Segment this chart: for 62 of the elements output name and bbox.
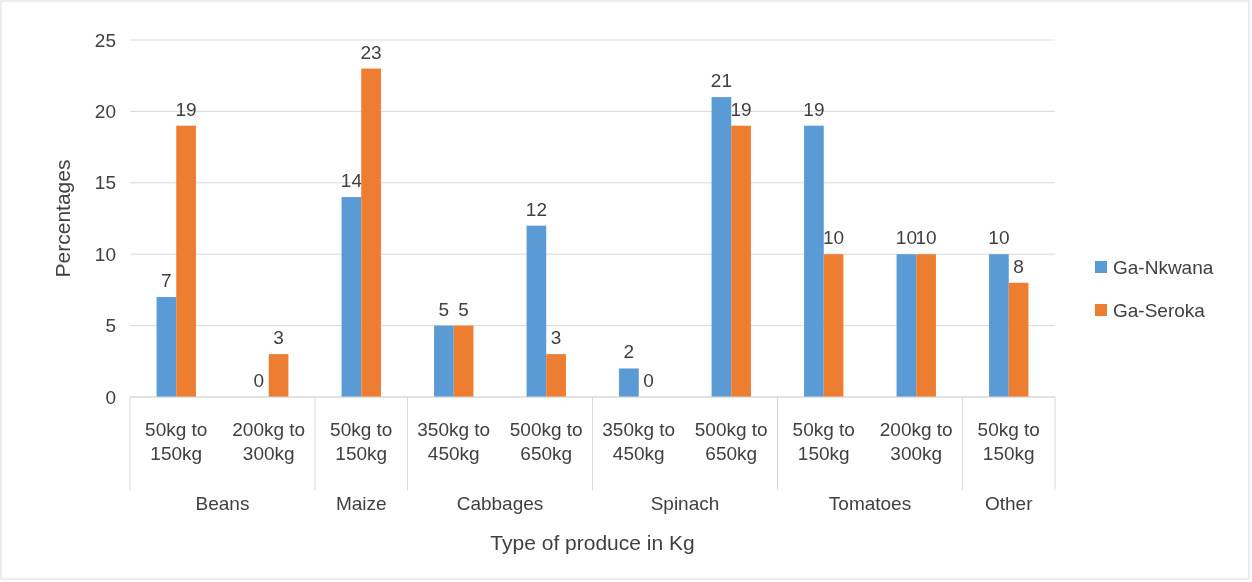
bar [1008, 282, 1029, 397]
bar [619, 368, 639, 397]
y-axis-title: Percentages [51, 159, 74, 278]
legend-label: Ga-Nkwana [1113, 257, 1214, 278]
bar [156, 297, 177, 397]
bar [268, 354, 289, 397]
bar [453, 325, 474, 397]
x-tick-label: 350kg to 450kg [602, 419, 676, 464]
x-tick-label: 500kg to 650kg [509, 419, 583, 464]
bar [546, 354, 566, 397]
data-label: 7 [161, 270, 172, 292]
data-label: 0 [253, 370, 265, 391]
y-tick-label: 10 [94, 243, 116, 265]
data-label: 23 [360, 41, 382, 63]
bar [731, 125, 751, 397]
data-label: 19 [803, 98, 825, 120]
data-label: 3 [550, 327, 562, 349]
bar [361, 68, 381, 397]
legend-label: Ga-Seroka [1113, 300, 1206, 321]
y-tick-label: 0 [105, 386, 116, 408]
bar [341, 197, 362, 397]
x-tick-label: 500kg to 650kg [694, 419, 768, 464]
data-label: 12 [525, 198, 547, 220]
x-tick-label: 50kg to 150kg [145, 419, 208, 464]
bar [823, 254, 844, 397]
y-tick-label: 5 [105, 315, 116, 337]
x-tick-label: 200kg to 300kg [232, 419, 306, 464]
bar [989, 254, 1009, 397]
x-tick-label: 50kg to 150kg [792, 419, 855, 464]
data-label: 3 [273, 327, 284, 349]
bar [434, 325, 454, 397]
data-label: 19 [175, 98, 197, 120]
bar [526, 225, 547, 397]
data-label: 2 [623, 341, 635, 363]
text: Spinach [650, 493, 720, 514]
data-label: 8 [1013, 255, 1024, 277]
text: Maize [335, 493, 387, 514]
bar [896, 254, 917, 397]
data-label: 19 [730, 98, 752, 120]
x-tick-label: 350kg to 450kg [417, 419, 491, 464]
data-label: 21 [710, 70, 732, 92]
data-label: 10 [895, 227, 917, 249]
data-label: 10 [988, 227, 1010, 249]
text: Other [984, 493, 1034, 514]
data-label: 0 [643, 370, 654, 391]
text: Beans [195, 493, 250, 514]
data-label: 5 [458, 298, 469, 320]
x-axis-title: Type of produce in Kg [490, 531, 695, 554]
y-tick-label: 25 [94, 29, 116, 51]
x-tick-label: 200kg to 300kg [879, 419, 953, 464]
x-tick-label: 50kg to 150kg [977, 419, 1040, 464]
bar [916, 254, 936, 397]
text: Tomatoes [828, 493, 912, 514]
bar [804, 125, 824, 397]
x-tick-label: 50kg to 150kg [330, 419, 393, 464]
bar [176, 125, 196, 397]
data-label: 10 [823, 227, 845, 249]
text: Cabbages [456, 493, 544, 514]
y-tick-label: 20 [94, 100, 116, 122]
data-label: 5 [438, 298, 450, 320]
y-tick-label: 15 [94, 172, 116, 194]
bar [711, 97, 732, 397]
